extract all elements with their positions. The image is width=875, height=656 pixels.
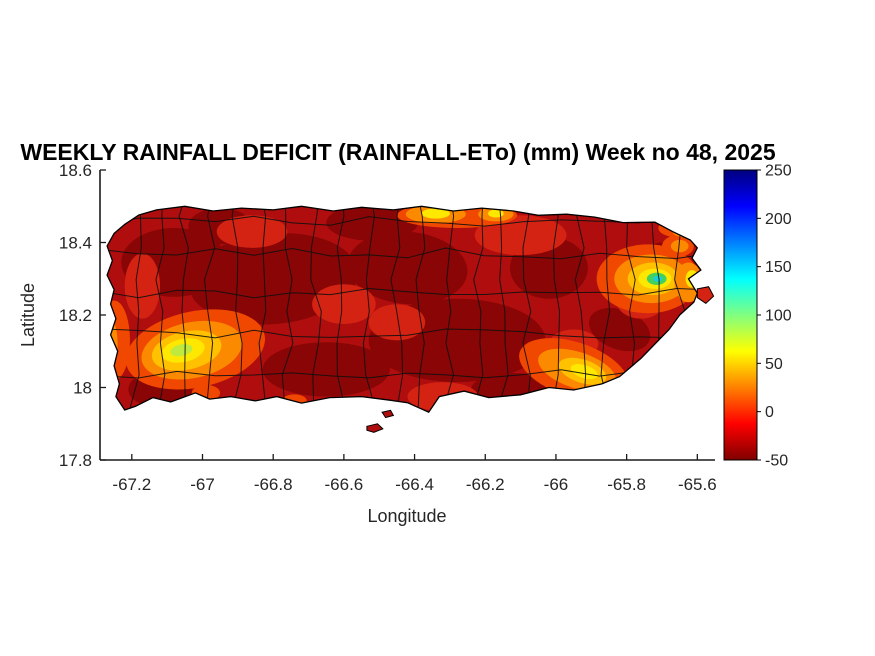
- x-tick-label: -65.6: [678, 475, 717, 494]
- municipality-boundary: [107, 247, 701, 260]
- colorbar-tick-label: 0: [765, 404, 774, 421]
- colorbar-tick-label: 50: [765, 356, 783, 373]
- y-tick-label: 18.2: [59, 306, 92, 325]
- colorbar-tick-label: 250: [765, 163, 792, 180]
- y-tick-label: 17.8: [59, 451, 92, 470]
- municipality-boundary: [178, 206, 190, 413]
- x-tick-label: -65.8: [607, 475, 646, 494]
- chart-title: WEEKLY RAINFALL DEFICIT (RAINFALL-ETo) (…: [20, 139, 775, 165]
- x-tick-label: -66.2: [466, 475, 505, 494]
- y-tick-label: 18.4: [59, 234, 92, 253]
- municipality-boundary: [281, 206, 294, 413]
- colorbar-gradient: [723, 169, 758, 461]
- municipality-boundary: [107, 215, 701, 227]
- municipality-boundary: [107, 328, 701, 339]
- colorbar-tick-label: 100: [765, 308, 792, 325]
- municipality-boundary: [362, 206, 376, 413]
- contour-region: [474, 215, 567, 256]
- x-tick-label: -67: [190, 475, 215, 494]
- contour-region: [262, 342, 390, 397]
- municipality-boundary: [129, 206, 142, 413]
- contour-region: [170, 344, 193, 357]
- x-tick-label: -66.8: [254, 475, 293, 494]
- offshore-islet: [366, 423, 384, 433]
- municipality-boundary: [107, 369, 701, 379]
- municipality-boundary: [336, 206, 346, 413]
- colorbar-tick-label: 200: [765, 211, 792, 228]
- x-tick-label: -66.4: [395, 475, 434, 494]
- colorbar: -50 0 50 100 150 200 250: [723, 163, 792, 470]
- x-tick-label: -66: [544, 475, 569, 494]
- x-tick-label: -66.6: [325, 475, 364, 494]
- contour-region: [570, 364, 598, 380]
- colorbar-tick-label: -50: [765, 453, 788, 470]
- municipality-boundary: [231, 206, 243, 413]
- municipality-boundary: [107, 287, 701, 299]
- y-tick-label: 18: [73, 379, 92, 398]
- y-tick-label: 18.6: [59, 161, 92, 180]
- contour-region: [421, 208, 450, 219]
- contour-region: [326, 206, 419, 241]
- contour-region: [670, 239, 689, 253]
- contour-region: [653, 275, 663, 282]
- axes-layer: -67.2 -67 -66.8 -66.6 -66.4 -66.2 -66 -65.8 -65.…: [59, 161, 717, 494]
- contour-region: [216, 215, 288, 248]
- x-tick-label: -67.2: [112, 475, 151, 494]
- municipality-boundary: [155, 206, 166, 413]
- x-axis-label: Longitude: [367, 506, 446, 526]
- municipality-boundary: [310, 206, 322, 413]
- municipality-boundary: [258, 206, 267, 413]
- offshore-islet: [696, 286, 715, 305]
- municipality-boundary: [390, 206, 404, 413]
- offshore-islet: [381, 409, 395, 419]
- municipality-boundary: [203, 206, 216, 413]
- contour-region: [312, 284, 376, 324]
- y-axis-label: Latitude: [18, 283, 38, 347]
- puerto-rico-contour-map: [106, 205, 715, 433]
- contour-region: [488, 209, 504, 218]
- contour-region: [672, 226, 694, 238]
- colorbar-tick-label: 150: [765, 259, 792, 276]
- contour-region: [124, 253, 161, 319]
- island-coastline: [106, 205, 702, 414]
- contour-region: [368, 304, 426, 341]
- municipality-boundary: [415, 206, 426, 413]
